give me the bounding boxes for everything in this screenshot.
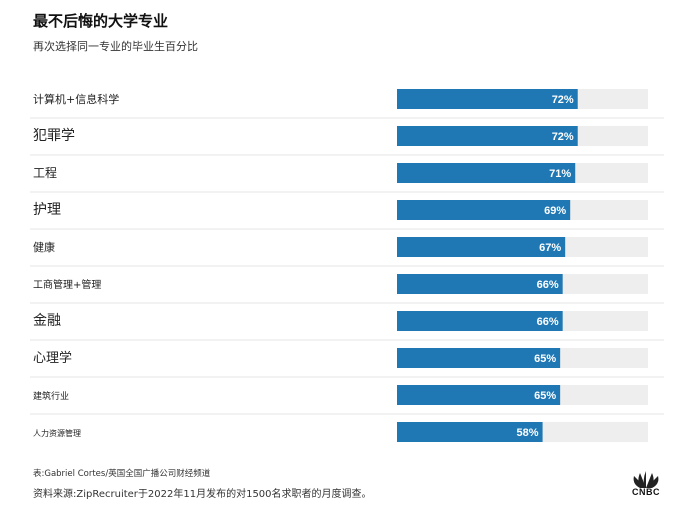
bar	[397, 348, 561, 368]
chart-subtitle: 再次选择同一专业的毕业生百分比	[33, 40, 198, 53]
category-label: 心理学	[33, 350, 72, 366]
category-label: 健康	[33, 240, 55, 254]
category-label: 人力资源管理	[33, 428, 81, 438]
category-label: 工程	[33, 165, 57, 180]
bar-value-label: 65%	[534, 353, 556, 365]
bar-value-label: 65%	[534, 390, 556, 402]
bar	[397, 237, 566, 257]
bar	[397, 385, 561, 405]
bar-value-label: 66%	[537, 279, 559, 291]
bar-value-label: 69%	[544, 205, 566, 217]
bar	[397, 126, 578, 146]
bar	[397, 274, 563, 294]
bar	[397, 163, 576, 183]
bar	[397, 311, 563, 331]
chart-title: 最不后悔的大学专业	[33, 12, 169, 30]
category-label: 工商管理+管理	[33, 278, 101, 291]
cnbc-logo-text: CNBC	[632, 487, 660, 497]
chart-source: 资料来源:ZipRecruiter于2022年11月发布的对1500名求职者的月…	[33, 489, 372, 500]
category-label: 建筑行业	[33, 390, 69, 402]
bar	[397, 89, 578, 109]
category-label: 金融	[33, 313, 61, 329]
bar-value-label: 58%	[517, 427, 539, 439]
bar-chart: 计算机+信息科学 72% 犯罪学 72% 工程 71% 护理 69% 健康 67% 工商管理+管理 6…	[30, 89, 664, 442]
chart-credit: 表:Gabriel Cortes/英国全国广播公司财经频道	[33, 469, 211, 479]
bar-value-label: 67%	[539, 242, 561, 254]
bar-value-label: 72%	[552, 131, 574, 143]
bar-value-label: 71%	[549, 168, 571, 180]
category-label: 计算机+信息科学	[33, 92, 119, 106]
category-label: 犯罪学	[33, 128, 75, 144]
bar-value-label: 66%	[537, 316, 559, 328]
peacock-icon	[633, 471, 659, 488]
bar	[397, 422, 543, 442]
bar	[397, 200, 571, 220]
bar-value-label: 72%	[552, 94, 574, 106]
category-label: 护理	[33, 202, 61, 218]
